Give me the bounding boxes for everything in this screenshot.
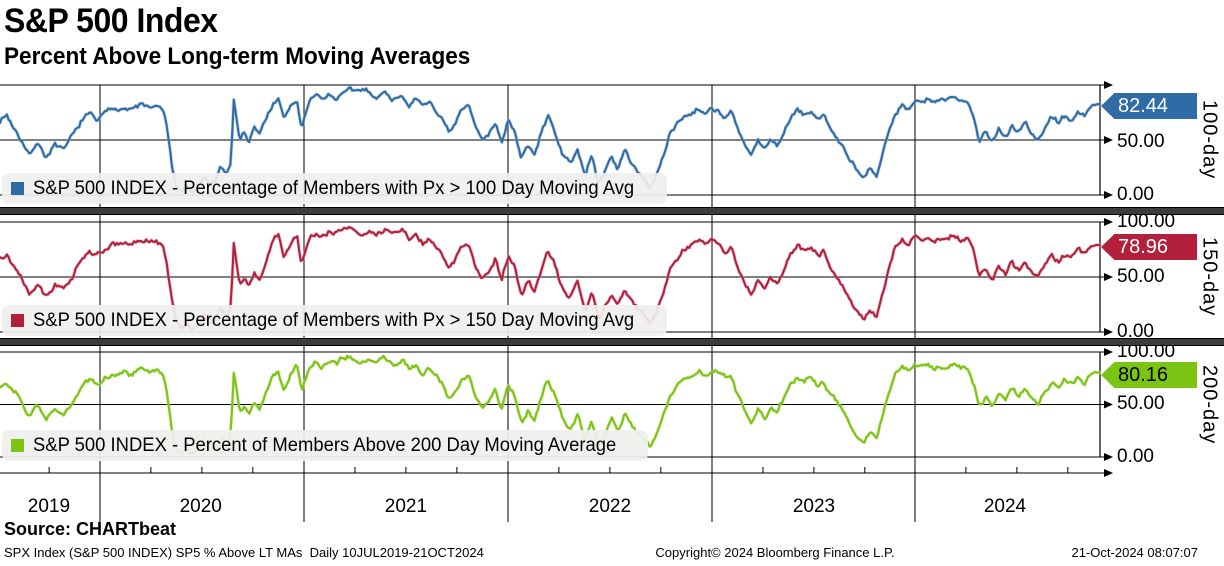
y-tick-label: 50.00 (1117, 131, 1165, 152)
footer-bar: SPX Index (S&P 500 INDEX) SP5 % Above LT… (0, 545, 1224, 561)
legend-label-200day: S&P 500 INDEX - Percent of Members Above… (33, 434, 617, 456)
x-axis-year-label: 2023 (792, 496, 836, 517)
legend-label-150day: S&P 500 INDEX - Percentage of Members wi… (33, 309, 635, 331)
y-tick-label: 0.00 (1117, 446, 1154, 467)
legend-150day: S&P 500 INDEX - Percentage of Members wi… (2, 305, 667, 336)
source-label: Source: CHARTbeat (4, 519, 177, 539)
legend-label-100day: S&P 500 INDEX - Percentage of Members wi… (33, 177, 635, 199)
last-value-100day: 82.44 (1118, 95, 1169, 117)
panel-axis-label-100day: 100-day (1198, 100, 1221, 180)
y-tick-label: 50.00 (1117, 393, 1165, 414)
x-axis-year-label: 2020 (179, 496, 222, 517)
footer-copyright: Copyright© 2024 Bloomberg Finance L.P. (655, 545, 895, 560)
legend-marker-100day-icon (11, 182, 24, 195)
page-subtitle: Percent Above Long-term Moving Averages (4, 43, 471, 70)
panel-axis-label-200day: 200-day (1198, 364, 1221, 445)
x-axis-year-label: 2021 (384, 496, 428, 517)
last-value-tag-200day: 80.16 (1101, 362, 1197, 388)
panel-divider (0, 338, 1224, 346)
y-tick-label: 50.00 (1117, 266, 1165, 287)
y-tick-label: 0.00 (1117, 321, 1154, 342)
y-tick-label: 100.00 (1117, 211, 1176, 232)
footer-ticker-info: SPX Index (S&P 500 INDEX) SP5 % Above LT… (4, 545, 484, 560)
chart-header: S&P 500 Index Percent Above Long-term Mo… (4, 2, 500, 71)
legend-marker-200day-icon (11, 439, 24, 452)
x-axis-year-label: 2019 (27, 496, 71, 517)
x-axis-year-label: 2022 (588, 496, 632, 517)
last-value-tag-100day: 82.44 (1101, 93, 1197, 119)
panel-divider (0, 207, 1224, 215)
legend-100day: S&P 500 INDEX - Percentage of Members wi… (2, 173, 667, 204)
panel-axis-label-150day: 150-day (1198, 237, 1221, 317)
x-axis-year-label: 2024 (983, 496, 1027, 517)
last-value-150day: 78.96 (1118, 236, 1169, 258)
y-tick-label: 100.00 (1117, 341, 1176, 362)
legend-marker-150day-icon (11, 314, 24, 327)
y-tick-label: 0.00 (1117, 184, 1154, 205)
legend-200day: S&P 500 INDEX - Percent of Members Above… (2, 430, 649, 461)
footer-timestamp: 21-Oct-2024 08:07:07 (1071, 545, 1198, 560)
last-value-tag-150day: 78.96 (1101, 234, 1197, 260)
page-title: S&P 500 Index (4, 2, 218, 40)
last-value-200day: 80.16 (1118, 364, 1169, 386)
